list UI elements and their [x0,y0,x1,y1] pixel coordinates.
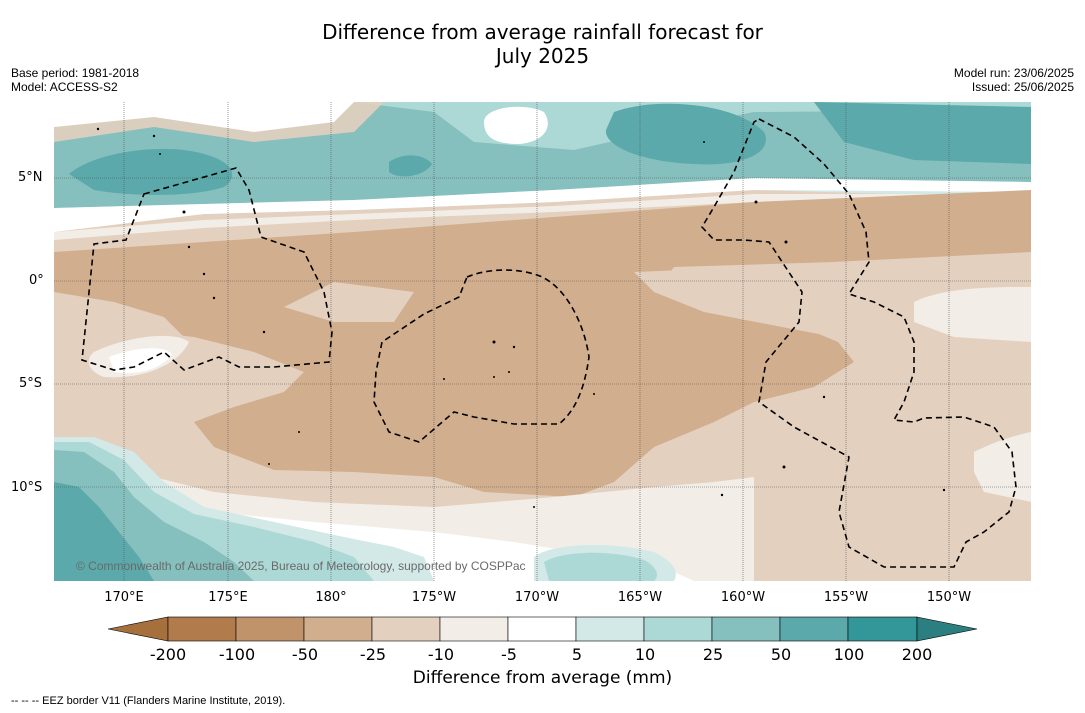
wet-cell-east [814,102,1031,164]
lon-label-170e: 170°E [104,590,144,605]
lat-label-5n: 5°N [18,170,43,185]
cbar-label-n100: -100 [218,645,256,664]
eez-tuvalu [81,167,333,371]
wet-cell-central [605,103,766,165]
cbar-label-10: 10 [634,645,656,664]
cbar-label-n10: -10 [427,645,455,664]
cbar-label-n200: -200 [149,645,187,664]
cbar-label-5: 5 [571,645,583,664]
east-light-patch [914,287,1031,342]
lon-label-165w: 165°W [617,590,663,605]
wet-cell-small [389,155,432,177]
map-title: Difference from average rainfall forecas… [0,20,1085,68]
lon-label-170w: 170°W [514,590,560,605]
dry-band-inner-patch-2 [284,282,414,322]
meta-left: Base period: 1981-2018 Model: ACCESS-S2 [11,66,139,94]
eez-borders [81,118,1017,568]
colorbar [108,616,978,642]
dry-band-east-patch [634,254,1031,357]
colorbar-seg-4 [371,616,441,642]
title-line-2: July 2025 [495,44,590,68]
colorbar-seg-1 [167,616,237,642]
cbar-label-n25: -25 [359,645,387,664]
cbar-label-n50: -50 [291,645,319,664]
west-white-patch [109,348,172,374]
lon-label-175e: 175°E [208,590,248,605]
lon-label-150w: 150°W [926,590,972,605]
lon-label-180: 180° [315,590,347,605]
lon-label-160w: 160°W [720,590,766,605]
eez-cook-islands [701,118,1017,568]
issued-date: Issued: 25/06/2025 [971,80,1074,94]
title-line-1: Difference from average rainfall forecas… [322,20,763,44]
lon-label-175w: 175°W [411,590,457,605]
graticule [54,102,1031,581]
wet-cell-west [69,148,233,195]
eez-tokelau [373,269,590,443]
south-wet-100 [54,482,154,581]
colorbar-seg-2 [235,616,305,642]
lat-label-0: 0° [29,273,44,288]
colorbar-seg-7 [575,616,645,642]
colorbar-seg-6 [507,616,577,642]
dry-spot-north [484,106,548,144]
colorbar-seg-11 [847,616,918,642]
model-run: Model run: 23/06/2025 [953,66,1074,80]
cbar-label-50: 50 [770,645,792,664]
south-wet-spot-25 [544,552,657,581]
white-strip [54,178,1031,232]
base-period: Base period: 1981-2018 [11,66,140,80]
colorbar-seg-10 [779,616,849,642]
colorbar-seg-8 [643,616,713,642]
colorbar-seg-3 [303,616,373,642]
copyright-notice: © Commonwealth of Australia 2025, Bureau… [76,559,526,573]
north-white-patch [54,102,354,132]
colorbar-seg-5 [439,616,509,642]
cbar-label-100: 100 [833,645,865,664]
lon-label-155w: 155°W [823,590,869,605]
cbar-label-25: 25 [702,645,724,664]
colorbar-max-arrow [916,616,978,642]
lat-label-10s: 10°S [11,480,43,495]
cbar-label-n5: -5 [501,645,517,664]
dry-band-main [54,190,1031,497]
cbar-label-200: 200 [901,645,933,664]
lat-label-5s: 5°S [19,376,43,391]
colorbar-seg-9 [711,616,781,642]
colorbar-title: Difference from average (mm) [412,668,673,688]
rainfall-map [54,102,1031,581]
islands [96,127,946,508]
se-light-patch [974,432,1031,502]
colorbar-min-arrow [108,616,169,642]
map-canvas [54,102,1031,581]
meta-right: Model run: 23/06/2025 Issued: 25/06/2025 [954,66,1074,94]
eez-legend-note: -- -- -- EEZ border V11 (Flanders Marine… [11,695,286,707]
model-name: Model: ACCESS-S2 [11,80,118,94]
